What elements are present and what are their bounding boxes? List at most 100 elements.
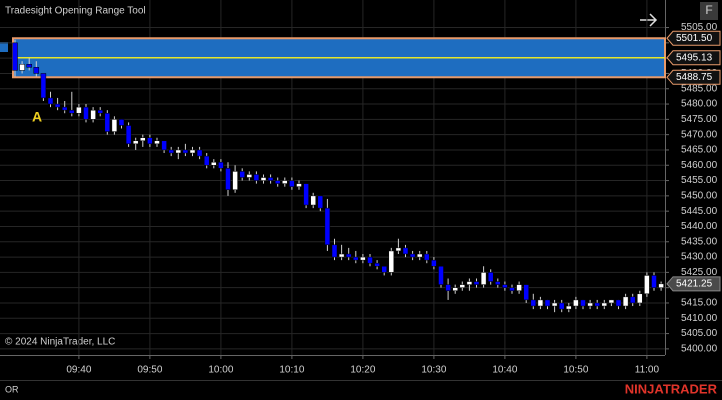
candle-body	[232, 171, 238, 190]
y-tick-label: 5400.00	[681, 344, 718, 355]
or-low-flag-box	[666, 69, 721, 85]
candle-body	[118, 119, 125, 126]
candle-body	[296, 183, 302, 187]
annotation: A	[32, 109, 42, 125]
candle-body	[537, 299, 544, 307]
candle-body	[225, 168, 231, 190]
candle-body	[608, 299, 615, 304]
candle-body	[516, 284, 522, 291]
candle-body	[459, 284, 466, 288]
candle-body	[651, 275, 657, 288]
candle-body	[353, 256, 359, 261]
candle-body	[61, 106, 68, 111]
candle-body	[196, 149, 203, 157]
candle-body	[76, 106, 82, 114]
candle-body	[132, 140, 139, 145]
candle-body	[246, 174, 253, 178]
candle-body	[90, 109, 96, 120]
y-tick-label: 5505.00	[681, 22, 718, 33]
candle-body	[253, 174, 260, 181]
x-tick-label: 10:20	[350, 365, 375, 376]
candle-body	[480, 272, 487, 285]
candle-body	[19, 64, 25, 71]
candle-body	[274, 180, 281, 184]
candle-body	[381, 266, 387, 273]
candle-body	[530, 299, 537, 307]
candle-body	[125, 125, 132, 145]
x-tick-label: 10:50	[563, 365, 588, 376]
y-tick-label: 5425.00	[681, 267, 718, 278]
or-mid-flag-box	[666, 50, 721, 66]
y-tick-label: 5480.00	[681, 99, 718, 110]
tab-label[interactable]: OR	[5, 384, 19, 394]
candle-body	[54, 103, 61, 108]
candle-body	[424, 253, 430, 261]
x-tick-label: 09:40	[66, 365, 91, 376]
candle-body	[289, 180, 295, 187]
y-tick-label: 5445.00	[681, 206, 718, 217]
candle-body	[260, 177, 267, 181]
candle-body	[161, 140, 167, 151]
candle-body	[203, 155, 210, 166]
candle-body	[551, 302, 558, 307]
candle-body	[438, 266, 444, 285]
x-tick-label: 10:00	[208, 365, 233, 376]
x-tick-label: 10:30	[421, 365, 446, 376]
candle-body	[211, 161, 217, 166]
or-high-flag-label: 5501.50	[676, 33, 713, 44]
candle-body	[445, 284, 451, 291]
chart-title: Tradesight Opening Range Tool	[5, 6, 146, 17]
candle-body	[402, 247, 409, 255]
or-low-flag-label: 5488.75	[676, 72, 713, 83]
candle-body	[509, 287, 515, 291]
candle-body	[629, 296, 636, 304]
nav-arrow[interactable]	[640, 13, 658, 27]
candle-body	[12, 42, 18, 71]
candle-body	[239, 171, 245, 178]
candle-body	[47, 97, 54, 105]
candle-body	[601, 302, 608, 307]
y-tick-label: 5485.00	[681, 83, 718, 94]
candle-body	[218, 161, 224, 169]
candle-body	[97, 109, 103, 114]
candle-body	[331, 244, 338, 258]
candle-body	[473, 281, 480, 285]
candle-body	[502, 284, 508, 288]
candle-body	[367, 256, 373, 264]
candle-body	[615, 299, 622, 307]
candle-body	[544, 299, 551, 307]
candle-body	[416, 253, 423, 258]
candle-body	[267, 177, 274, 181]
x-tick-label: 10:40	[492, 365, 517, 376]
candle-body	[33, 67, 40, 74]
candle-body	[40, 73, 47, 99]
candle-body	[317, 195, 324, 209]
candle-body	[487, 272, 494, 282]
candle-body	[594, 302, 600, 307]
candle-body	[452, 287, 458, 291]
candle-body	[523, 284, 529, 301]
candle-body	[388, 250, 395, 273]
candle-body	[182, 149, 189, 154]
x-tick-label: 11:00	[635, 365, 660, 376]
y-tick-label: 5440.00	[681, 221, 718, 232]
candle-body	[104, 112, 111, 132]
candle-body	[140, 137, 146, 142]
y-tick-label: 5435.00	[681, 236, 718, 247]
or-high-flag-box	[666, 30, 721, 46]
candle-body	[558, 302, 565, 310]
x-tick-label: 09:50	[137, 365, 162, 376]
candle-body	[658, 283, 664, 288]
candle-body	[168, 149, 174, 154]
candle-body	[154, 140, 160, 145]
button[interactable]	[700, 2, 718, 20]
y-tick-label: 5465.00	[681, 145, 718, 156]
x-tick-label: 10:10	[279, 365, 304, 376]
y-tick-label: 5470.00	[681, 129, 718, 140]
y-tick-label: 5415.00	[681, 298, 718, 309]
candle-body	[303, 183, 309, 206]
candle-body	[374, 262, 380, 267]
button-label[interactable]: F	[705, 3, 712, 17]
candle-body	[395, 247, 402, 252]
